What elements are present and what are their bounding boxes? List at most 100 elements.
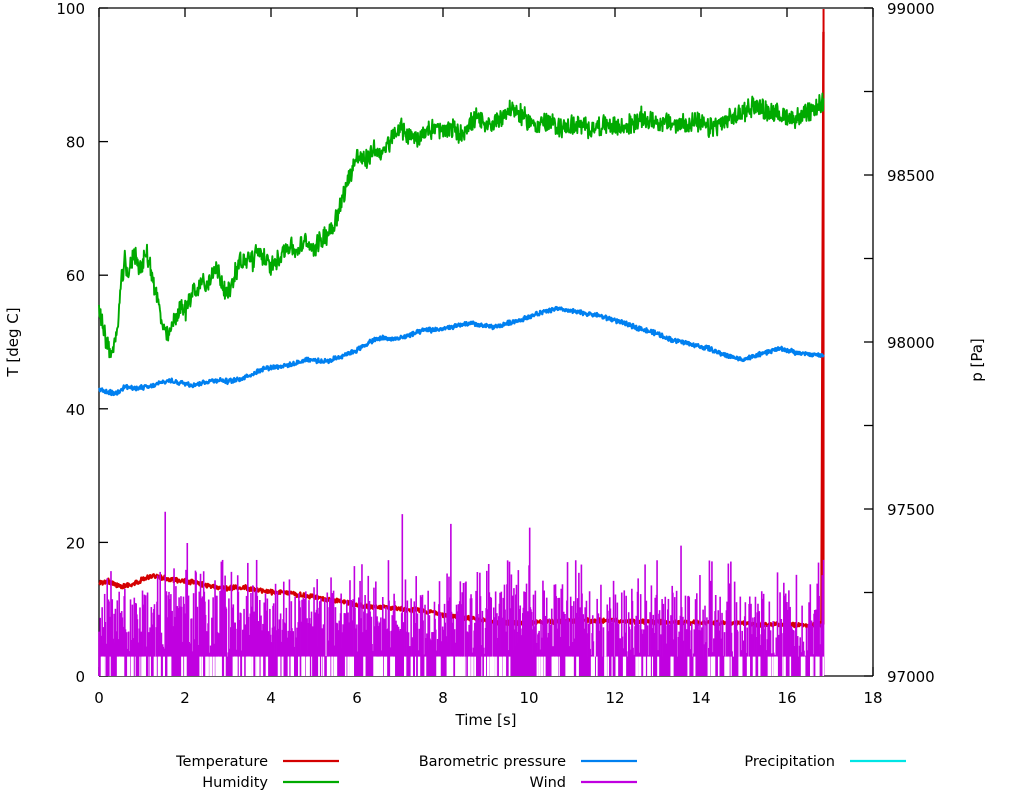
wind-gap: [328, 656, 331, 676]
wind-gap: [638, 656, 642, 676]
wind-gap: [242, 656, 245, 676]
legend-item-temperature: Temperature: [175, 754, 339, 770]
legend-label: Barometric pressure: [419, 754, 566, 770]
wind-gap: [205, 656, 208, 676]
wind-gap: [713, 656, 716, 676]
wind-gap: [321, 656, 323, 676]
y-tick-label: 80: [66, 134, 85, 152]
series-layer: [97, 9, 825, 676]
wind-gap: [141, 656, 143, 676]
wind-gap: [349, 656, 353, 676]
wind-gap: [181, 656, 184, 676]
wind-gap: [232, 656, 236, 676]
wind-gap: [404, 656, 407, 676]
wind-gap: [707, 656, 711, 676]
wind-gap: [104, 656, 106, 676]
wind-gap: [728, 656, 730, 676]
x-tick-label: 16: [777, 689, 796, 707]
wind-gap: [670, 656, 673, 676]
wind-gap: [536, 656, 539, 676]
y-tick-label: 0: [75, 668, 85, 686]
wind-gap: [450, 656, 454, 676]
wind-gap: [221, 656, 223, 676]
wind-gap: [693, 656, 696, 676]
wind-gap: [235, 656, 238, 676]
x-tick-label: 18: [863, 689, 882, 707]
wind-gap: [822, 656, 824, 676]
wind-gap: [494, 656, 496, 676]
wind-gap: [238, 656, 241, 676]
legend-label: Humidity: [202, 775, 268, 791]
wind-gap: [471, 656, 474, 676]
wind-gap: [738, 656, 740, 676]
wind-gap: [199, 656, 202, 676]
wind-gap: [815, 656, 818, 676]
wind-gap: [209, 656, 213, 676]
wind-gap: [455, 656, 456, 676]
wind-gap: [380, 656, 383, 676]
wind-gap: [467, 656, 471, 676]
series-path-barometric-pressure: [97, 305, 825, 397]
wind-gap: [651, 656, 654, 676]
wind-gap: [498, 656, 503, 676]
wind-gap: [816, 656, 820, 676]
wind-gap: [201, 656, 204, 676]
wind-gap: [218, 656, 222, 676]
wind-gap: [576, 656, 579, 676]
y2-tick-label: 97500: [887, 501, 935, 519]
wind-gap: [390, 656, 393, 676]
wind-gap: [305, 656, 310, 676]
wind-gap: [771, 656, 774, 676]
wind-gap: [481, 656, 483, 676]
x-tick-label: 2: [180, 689, 190, 707]
legend-label: Wind: [530, 775, 566, 791]
wind-gap: [739, 656, 743, 676]
wind-gap: [298, 656, 300, 676]
wind-gap: [591, 656, 595, 676]
wind-gap: [474, 656, 477, 676]
wind-gap: [159, 656, 161, 676]
wind-gap: [148, 656, 150, 676]
wind-gap: [812, 656, 814, 676]
wind-gap: [726, 656, 729, 676]
wind-gap: [811, 656, 813, 676]
wind-gap: [277, 656, 280, 676]
wind-gap: [489, 656, 492, 676]
wind-gap: [710, 656, 715, 676]
legend-item-barometric-pressure: Barometric pressure: [419, 754, 637, 770]
wind-gap: [502, 656, 507, 676]
wind-gap: [647, 656, 650, 676]
wind-gap: [379, 656, 383, 676]
wind-gap: [101, 656, 104, 676]
wind-gap: [184, 656, 187, 676]
wind-gap: [643, 656, 646, 676]
y2-tick-label: 98500: [887, 167, 935, 185]
wind-gap: [149, 656, 151, 676]
wind-gap: [446, 656, 450, 676]
wind-gap: [127, 656, 129, 676]
wind-gap: [333, 656, 338, 676]
x-tick-label: 12: [605, 689, 624, 707]
wind-gap: [746, 656, 751, 676]
wind-gap: [153, 656, 157, 676]
wind-gap: [224, 656, 226, 676]
wind-gap: [347, 656, 350, 676]
wind-gap: [783, 656, 786, 676]
series-path-humidity: [98, 92, 825, 359]
wind-gap: [206, 656, 209, 676]
legend-item-wind: Wind: [530, 775, 637, 791]
wind-gap: [802, 656, 806, 676]
wind-gap: [279, 656, 281, 676]
wind-gap: [604, 656, 607, 676]
wind-gap: [800, 656, 803, 676]
y-axis-left-title: T [deg C]: [4, 307, 22, 377]
wind-gap: [544, 656, 546, 676]
wind-gap: [767, 656, 769, 676]
wind-gap: [162, 656, 165, 676]
y-tick-label: 60: [66, 267, 85, 285]
wind-gap: [352, 656, 355, 676]
wind-gap: [555, 656, 559, 676]
wind-gap: [635, 656, 639, 676]
wind-gap: [417, 656, 421, 676]
